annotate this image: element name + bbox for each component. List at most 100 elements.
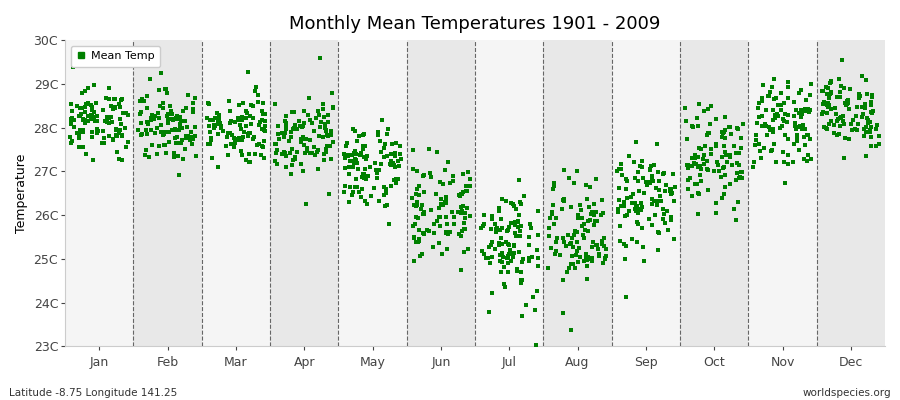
Point [165,127,179,133]
Point [162,129,176,136]
Point [85,134,99,140]
Point [871,133,886,139]
Point [251,92,266,98]
Point [357,131,372,137]
Point [556,276,571,283]
Point [513,228,527,234]
Point [295,168,310,174]
Point [113,97,128,104]
Point [717,114,732,120]
Point [616,199,631,205]
Point [166,116,180,122]
Point [324,128,338,134]
Point [571,212,585,218]
Point [529,342,544,348]
Point [63,134,77,140]
Point [859,153,873,159]
Point [255,143,269,149]
Point [859,101,873,108]
Point [382,125,396,132]
Point [248,88,262,94]
Bar [338,40,407,346]
Point [439,246,454,253]
Point [359,200,374,207]
Point [284,128,299,135]
Point [719,152,733,158]
Point [723,124,737,131]
Point [119,144,133,150]
Point [522,258,536,264]
Point [322,143,337,149]
Point [595,241,609,247]
Point [428,230,442,236]
Point [322,190,337,197]
Point [760,122,774,129]
Point [864,134,878,140]
Point [543,215,557,221]
Point [832,93,847,100]
Point [488,246,502,252]
Point [357,143,372,149]
Point [133,110,148,117]
Point [384,151,399,158]
Point [441,230,455,237]
Point [81,117,95,124]
Point [598,254,612,261]
Point [255,126,269,132]
Point [436,181,450,187]
Point [238,115,253,121]
Point [462,169,476,175]
Point [178,146,193,152]
Point [688,160,702,166]
Point [625,200,639,206]
Point [370,170,384,177]
Point [386,177,400,184]
Point [624,194,638,200]
Point [150,110,165,116]
Point [571,248,585,255]
Point [284,171,298,177]
Point [566,244,580,250]
Point [234,125,248,132]
Point [392,150,407,157]
Point [636,190,651,197]
Point [860,91,874,98]
Point [501,241,516,248]
Point [159,112,174,119]
Point [377,184,392,190]
Point [228,136,242,142]
Point [792,124,806,130]
Point [374,117,389,124]
Point [568,265,582,271]
Point [317,151,331,158]
Point [657,211,671,217]
Point [256,100,270,106]
Point [184,128,198,135]
Point [501,240,516,247]
Point [288,122,302,128]
Point [626,191,640,197]
Point [278,118,293,124]
Point [474,225,489,231]
Point [690,181,705,188]
Point [270,147,284,154]
Point [311,147,326,153]
Point [285,146,300,152]
Point [513,199,527,205]
Point [549,239,563,246]
Point [701,187,716,193]
Point [863,108,878,115]
Point [833,115,848,122]
Point [816,123,831,130]
Point [70,103,85,109]
Point [489,226,503,232]
Point [652,229,666,236]
Point [459,187,473,194]
Point [65,138,79,144]
Point [830,93,844,100]
Point [140,120,155,127]
Point [228,119,242,126]
Point [166,117,180,123]
Point [697,161,711,168]
Point [153,103,167,110]
